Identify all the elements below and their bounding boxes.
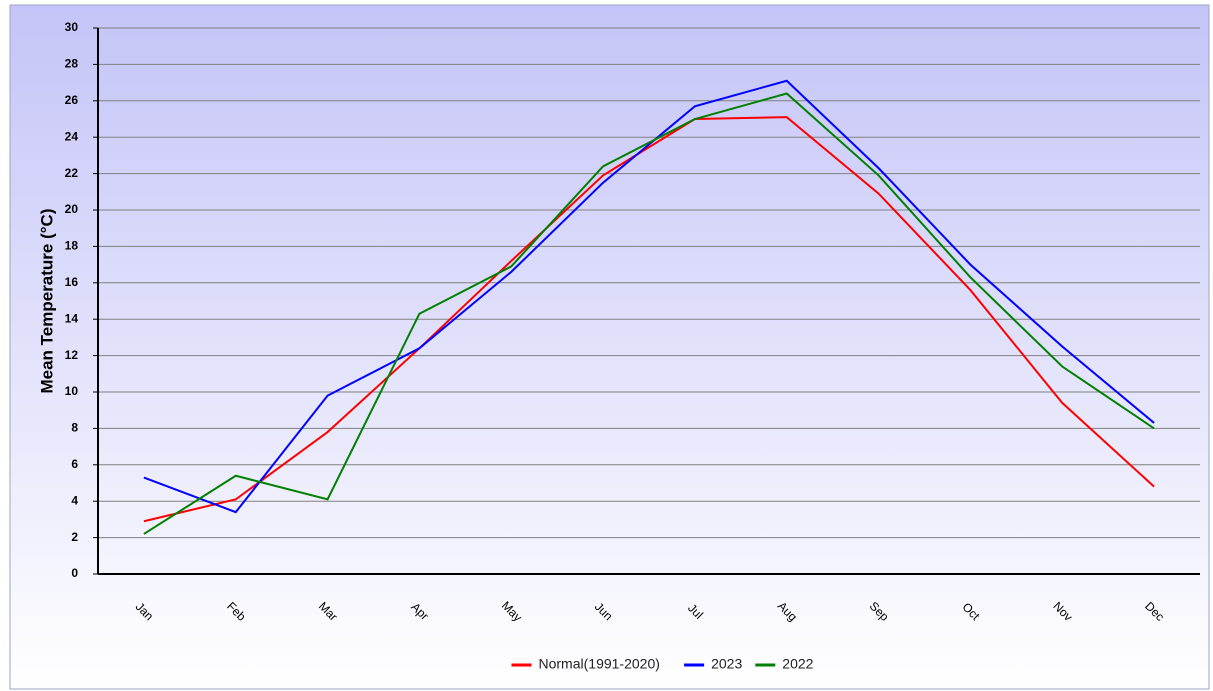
legend-label: 2022 [782, 656, 813, 672]
y-tick-label: 22 [65, 166, 79, 180]
y-tick-label: 28 [65, 57, 79, 71]
series-line [143, 79, 1155, 514]
y-tick-label: 30 [65, 20, 79, 34]
y-tick-label: 6 [71, 457, 78, 471]
series-line [143, 92, 1155, 535]
legend-label: Normal(1991-2020) [539, 656, 660, 672]
chart-background [9, 4, 1210, 690]
y-tick-label: 10 [65, 384, 79, 398]
legend-label: 2023 [711, 656, 742, 672]
y-tick-label: 14 [65, 311, 79, 325]
y-tick-label: 4 [71, 493, 78, 507]
y-tick-label: 20 [65, 202, 79, 216]
y-tick-label: 24 [65, 129, 79, 143]
y-tick-label: 8 [71, 421, 78, 435]
y-tick-label: 26 [65, 93, 79, 107]
y-tick-label: 16 [65, 275, 79, 289]
y-axis-label: Mean Temperature (°C) [37, 208, 56, 393]
y-tick-label: 0 [71, 566, 78, 580]
y-tick-label: 12 [65, 348, 79, 362]
y-tick-label: 18 [65, 239, 79, 253]
y-tick-label: 2 [71, 530, 78, 544]
series-line [143, 116, 1155, 523]
